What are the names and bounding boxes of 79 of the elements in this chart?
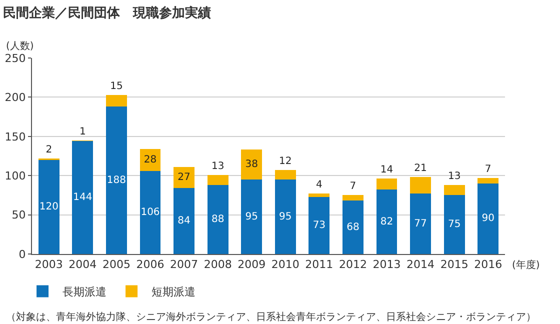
y-axis-title: (人数): [6, 41, 34, 52]
data-label: 15: [110, 80, 123, 92]
bar: [478, 183, 499, 254]
x-tick-label: 2004: [68, 258, 97, 272]
x-tick-label: 2008: [204, 258, 232, 272]
chart-title: 民間企業／民間団体 現職参加実績: [2, 5, 211, 22]
data-label: 84: [178, 216, 190, 227]
bar: [410, 177, 432, 194]
legend-label: 長期派遣: [62, 286, 107, 299]
bar: [241, 180, 262, 254]
y-tick-label: 250: [4, 52, 26, 65]
data-label: 7: [350, 181, 356, 192]
bar: [308, 194, 330, 197]
x-tick-label: 2009: [238, 258, 266, 272]
data-label: 14: [380, 164, 394, 176]
bar: [274, 170, 296, 180]
data-label: 77: [414, 218, 427, 230]
data-label: 75: [448, 219, 461, 230]
data-label: 90: [482, 213, 494, 224]
data-label: 2: [46, 144, 52, 156]
data-label: 21: [414, 163, 427, 174]
bar: [376, 190, 398, 254]
x-tick-label: 2012: [338, 258, 367, 272]
data-label: 38: [245, 159, 258, 170]
data-label: 88: [211, 214, 224, 226]
data-label: 68: [346, 222, 360, 233]
bar: [410, 194, 432, 254]
bar: [207, 174, 228, 186]
bar: [174, 166, 195, 188]
bar: [342, 200, 364, 254]
data-label: 95: [245, 211, 258, 222]
x-tick-label: 2007: [170, 258, 198, 272]
data-label: 73: [312, 220, 326, 231]
data-label: 120: [39, 201, 58, 212]
bar: [106, 94, 127, 107]
bar: [376, 178, 398, 190]
x-tick-label: 2011: [305, 258, 334, 272]
bar: [444, 185, 465, 196]
bar: [342, 195, 364, 201]
data-label: 28: [144, 154, 157, 166]
y-tick-label: 100: [4, 169, 26, 182]
data-label: 188: [106, 174, 126, 186]
data-label: 4: [316, 180, 322, 191]
bar: [207, 185, 228, 254]
bar: [274, 180, 296, 254]
data-label: 13: [211, 160, 224, 172]
legend-label: 短期派遣: [152, 286, 196, 299]
data-label: 82: [380, 216, 394, 228]
data-label: 7: [484, 164, 492, 175]
data-label: 1: [79, 126, 86, 138]
x-tick-label: 2015: [440, 258, 468, 272]
data-label: 13: [448, 171, 461, 182]
data-label: 12: [279, 156, 292, 168]
data-label: 95: [279, 211, 292, 222]
x-tick-label: 2003: [34, 258, 63, 272]
bar: [444, 195, 465, 254]
bar: [308, 196, 330, 254]
bar: [72, 141, 94, 254]
bar: [478, 178, 499, 184]
data-label: 27: [178, 172, 190, 184]
y-tick-label: 0: [18, 248, 26, 261]
bar: [241, 150, 262, 180]
x-axis-title: (年度): [512, 259, 540, 271]
y-tick-label: 150: [4, 130, 26, 144]
x-tick-label: 2016: [474, 258, 502, 272]
data-label: 106: [140, 206, 160, 218]
y-tick-label: 200: [4, 91, 26, 104]
x-tick-label: 2010: [271, 258, 300, 272]
bar: [106, 106, 127, 254]
data-label: 144: [73, 192, 92, 204]
bar: [140, 170, 161, 254]
x-tick-label: 2006: [136, 258, 164, 272]
x-tick-label: 2013: [372, 258, 401, 272]
x-tick-label: 2005: [102, 258, 130, 272]
text: （対象は、青年海外協力隊、シニア海外ボランティア、日系社会青年ボランティア、日系社会シニア・ボランティア）: [6, 311, 536, 323]
x-tick-label: 2014: [406, 258, 435, 272]
bar: [174, 188, 195, 254]
y-tick-label: 50: [12, 208, 26, 222]
bar: [38, 160, 60, 254]
